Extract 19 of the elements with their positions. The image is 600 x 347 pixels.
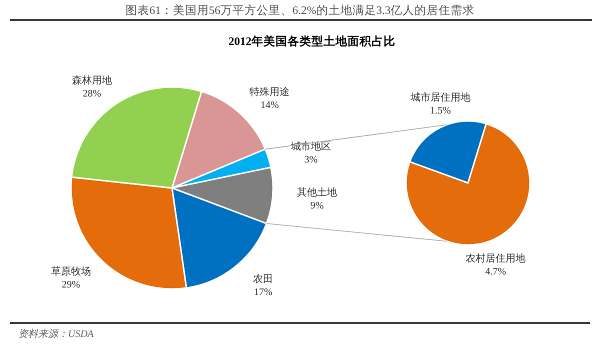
slice-label: 森林用地 [72, 74, 112, 86]
data-label: 1.5% [430, 106, 451, 117]
data-label: 28% [82, 88, 102, 100]
pie-slice [405, 122, 531, 246]
chart-subtitle: 2012年美国各类型土地面积占比 [228, 34, 396, 48]
data-label: 9% [310, 200, 324, 212]
slice-label: 农田 [253, 274, 274, 285]
slice-label: 其他土地 [297, 186, 338, 198]
slice-label: 特殊用途 [250, 86, 290, 98]
data-label: 3% [304, 154, 318, 166]
slice-label: 草原牧场 [50, 265, 91, 278]
data-label: 4.7% [485, 266, 506, 278]
slice-label: 城市居住用地 [409, 92, 470, 104]
data-label: 14% [260, 100, 279, 111]
slice-label: 农村居住用地 [466, 252, 526, 264]
data-label: 17% [254, 286, 272, 298]
chart-title: 图表61：美国用56万平方公里、6.2%的土地满足3.3亿人的居住需求 [125, 3, 475, 17]
data-label: 29% [62, 279, 80, 290]
text: 资料来源：USDA [18, 328, 94, 340]
